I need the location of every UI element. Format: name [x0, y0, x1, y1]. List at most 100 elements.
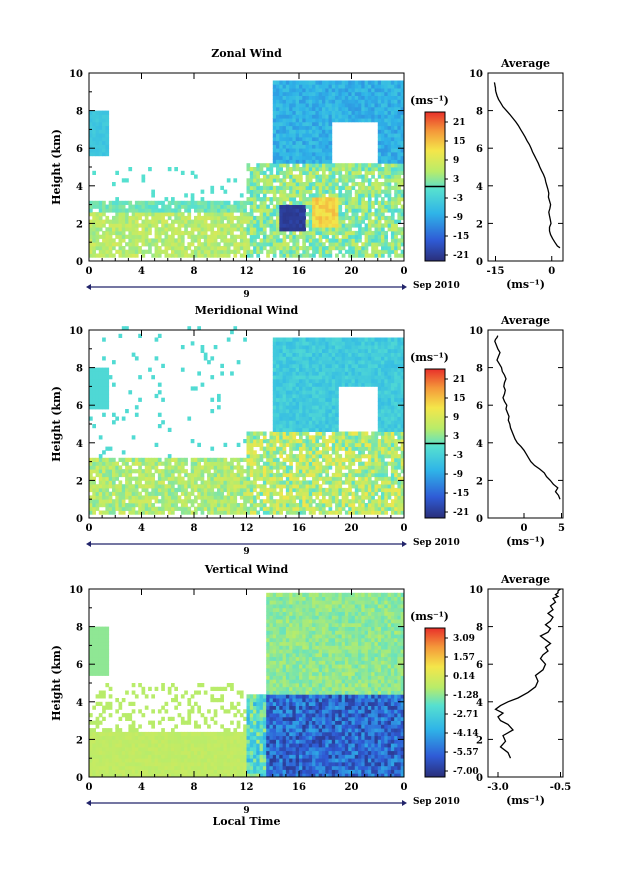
heatmap-cell: [285, 337, 290, 342]
heatmap-cell: [207, 461, 211, 466]
heatmap-cell: [305, 337, 310, 342]
heatmap-cell: [213, 246, 218, 251]
heatmap-cell: [243, 503, 247, 508]
heatmap-cell: [397, 200, 402, 205]
heatmap-cell: [213, 219, 218, 224]
heatmap-cell: [325, 469, 329, 474]
heatmap-cell: [308, 215, 313, 221]
heatmap-cell: [184, 215, 188, 221]
heatmap-cell: [102, 125, 106, 130]
heatmap-cell: [374, 476, 379, 481]
heatmap-cell: [358, 200, 362, 205]
heatmap-cell: [322, 133, 326, 138]
heatmap-cell: [282, 360, 287, 365]
heatmap-cell: [121, 204, 126, 209]
heatmap-cell: [325, 450, 329, 455]
heatmap-cell: [292, 136, 297, 142]
heatmap-cell: [220, 480, 224, 485]
heatmap-cell: [325, 397, 329, 402]
heatmap-cell: [302, 420, 306, 425]
heatmap-cell: [397, 170, 402, 175]
heatmap-cell: [348, 185, 352, 190]
heatmap-cell: [322, 352, 326, 357]
heatmap-cell: [243, 491, 247, 496]
heatmap-cell: [348, 469, 352, 474]
heatmap-cell: [276, 118, 280, 123]
heatmap-cell: [213, 249, 218, 254]
heatmap-cell: [295, 506, 300, 511]
heatmap-cell: [256, 510, 260, 515]
heatmap-cell: [315, 371, 320, 376]
heatmap-cell: [381, 337, 385, 342]
heatmap-cell: [308, 238, 313, 243]
heatmap-cell: [108, 491, 113, 496]
heatmap-cell: [197, 457, 201, 462]
heatmap-cell: [292, 185, 297, 190]
heatmap-cell: [328, 193, 333, 198]
heatmap-cell: [331, 424, 336, 429]
heatmap-cell: [154, 510, 159, 515]
heatmap-cell: [177, 208, 182, 213]
heatmap-cell: [184, 193, 188, 198]
heatmap-cell: [285, 348, 290, 353]
heatmap-cell: [180, 219, 185, 224]
heatmap-cell: [387, 227, 392, 232]
heatmap-cell: [322, 416, 326, 421]
heatmap-cell: [315, 427, 320, 432]
heatmap-cell: [344, 204, 349, 209]
heatmap-cell: [358, 189, 362, 194]
heatmap-cell: [253, 208, 257, 213]
heatmap-cell: [367, 170, 372, 175]
heatmap-cell: [138, 212, 142, 217]
heatmap-cell: [371, 367, 375, 372]
heatmap-cell: [381, 360, 385, 365]
heatmap-cell: [92, 110, 96, 115]
heatmap-cell: [148, 230, 152, 236]
heatmap-cell: [361, 345, 365, 350]
heatmap-cell: [246, 431, 251, 436]
heatmap-cell: [318, 159, 323, 164]
heatmap-cell: [272, 352, 277, 357]
heatmap-cell: [361, 110, 365, 115]
heatmap-cell: [217, 227, 221, 232]
heatmap-cell: [322, 129, 326, 134]
heatmap-cell: [384, 348, 388, 353]
heatmap-cell: [344, 212, 349, 217]
heatmap-cell: [328, 345, 333, 350]
heatmap-cell: [348, 363, 352, 368]
heatmap-cell: [121, 510, 126, 515]
heatmap-cell: [331, 420, 336, 425]
heatmap-cell: [256, 503, 260, 508]
heatmap-cell: [348, 378, 352, 384]
heatmap-cell: [134, 484, 139, 489]
heatmap-cell: [131, 510, 136, 515]
heatmap-cell: [308, 484, 313, 489]
heatmap-cell: [282, 371, 287, 376]
heatmap-cell: [341, 212, 346, 217]
heatmap-cell: [367, 487, 372, 493]
heatmap-cell: [384, 80, 388, 85]
heatmap-cell: [312, 246, 316, 251]
heatmap-cell: [387, 129, 392, 134]
heatmap-cell: [92, 375, 96, 380]
heatmap-cell: [384, 230, 388, 236]
heatmap-cell: [151, 484, 155, 489]
heatmap-cell: [394, 121, 398, 127]
heatmap-cell: [341, 178, 346, 183]
heatmap-cell: [351, 457, 356, 462]
heatmap-cell: [279, 230, 283, 236]
heatmap-cell: [387, 487, 392, 493]
heatmap-cell: [92, 200, 96, 205]
heatmap-cell: [328, 360, 333, 365]
heatmap-cell: [322, 178, 326, 183]
heatmap-cell: [292, 182, 297, 187]
heatmap-cell: [161, 484, 165, 489]
heatmap-cell: [318, 253, 323, 258]
heatmap-cell: [272, 110, 277, 115]
heatmap-cell: [397, 152, 402, 157]
heatmap-cell: [98, 476, 103, 481]
heatmap-cell: [223, 215, 228, 221]
heatmap-cell: [381, 227, 385, 232]
heatmap-cell: [338, 510, 343, 515]
heatmap-cell: [331, 416, 336, 421]
